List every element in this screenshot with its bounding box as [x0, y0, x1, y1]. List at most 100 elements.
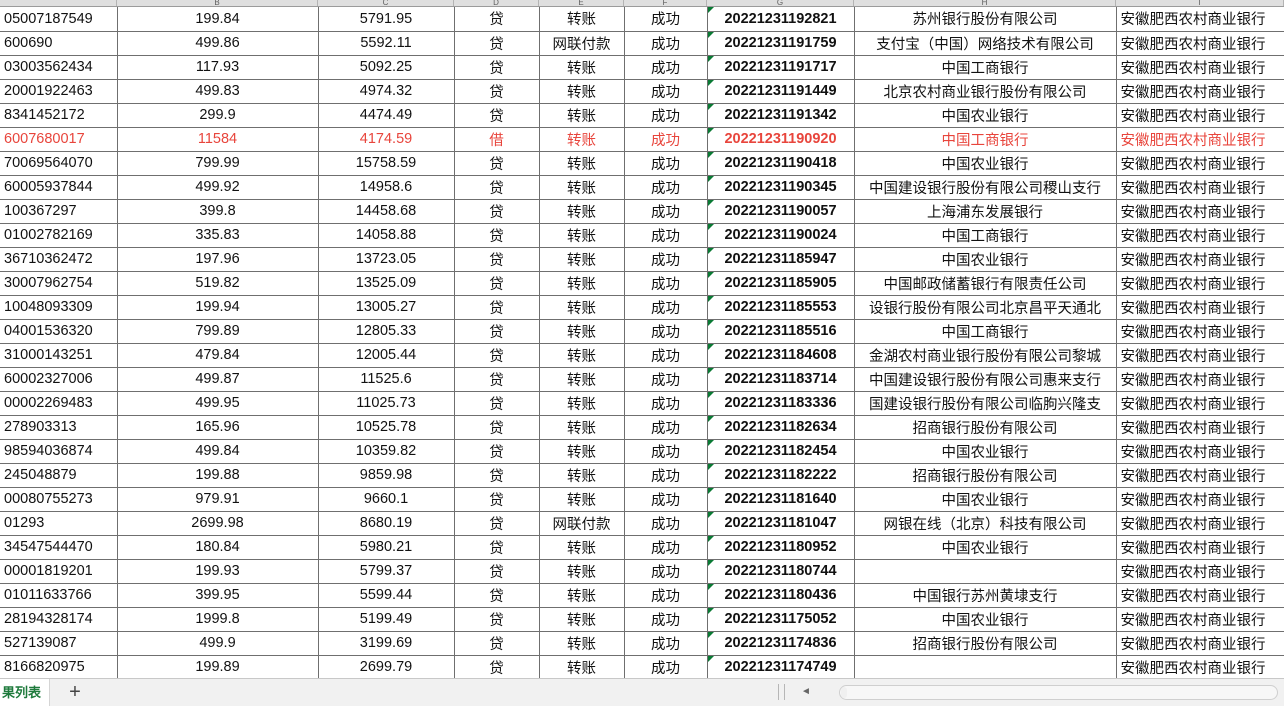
account-balance-cell[interactable]: 10525.78 — [318, 415, 455, 440]
account-balance-cell[interactable]: 4474.49 — [318, 103, 455, 128]
own-bank-cell[interactable]: 安徽肥西农村商业银行 — [1116, 247, 1284, 272]
transaction-type-cell[interactable]: 转账 — [539, 343, 625, 368]
transaction-time-cell[interactable]: 20221231182634 — [707, 415, 855, 440]
transaction-status-cell[interactable]: 成功 — [624, 535, 708, 560]
own-bank-cell[interactable]: 安徽肥西农村商业银行 — [1116, 487, 1284, 512]
transaction-type-cell[interactable]: 转账 — [539, 103, 625, 128]
debit-credit-flag-cell[interactable]: 借 — [454, 127, 540, 152]
transaction-amount-cell[interactable]: 199.89 — [117, 655, 319, 678]
debit-credit-flag-cell[interactable]: 贷 — [454, 79, 540, 104]
transaction-status-cell[interactable]: 成功 — [624, 7, 708, 32]
debit-credit-flag-cell[interactable]: 贷 — [454, 151, 540, 176]
transaction-amount-cell[interactable]: 117.93 — [117, 55, 319, 80]
own-bank-cell[interactable]: 安徽肥西农村商业银行 — [1116, 367, 1284, 392]
account-balance-cell[interactable]: 9859.98 — [318, 463, 455, 488]
transaction-amount-cell[interactable]: 399.8 — [117, 199, 319, 224]
account-balance-cell[interactable]: 5092.25 — [318, 55, 455, 80]
counterparty-bank-cell[interactable]: 中国工商银行 — [854, 127, 1117, 152]
account-balance-cell[interactable]: 9660.1 — [318, 487, 455, 512]
transaction-time-cell[interactable]: 20221231180952 — [707, 535, 855, 560]
counterparty-bank-cell[interactable]: 招商银行股份有限公司 — [854, 631, 1117, 656]
transaction-time-cell[interactable]: 20221231190418 — [707, 151, 855, 176]
own-bank-cell[interactable]: 安徽肥西农村商业银行 — [1116, 7, 1284, 32]
transaction-amount-cell[interactable]: 2699.98 — [117, 511, 319, 536]
transactions-table[interactable]: 05007187549 199.84 5791.95 贷转账 成功 20221231192… — [0, 7, 1284, 678]
counterparty-bank-cell[interactable]: 网银在线（北京）科技有限公司 — [854, 511, 1117, 536]
transaction-type-cell[interactable]: 转账 — [539, 607, 625, 632]
counterparty-bank-cell[interactable] — [854, 655, 1117, 678]
transaction-status-cell[interactable]: 成功 — [624, 367, 708, 392]
own-bank-cell[interactable]: 安徽肥西农村商业银行 — [1116, 79, 1284, 104]
transaction-time-cell[interactable]: 20221231174836 — [707, 631, 855, 656]
transaction-time-cell[interactable]: 20221231191717 — [707, 55, 855, 80]
own-bank-cell[interactable]: 安徽肥西农村商业银行 — [1116, 31, 1284, 56]
debit-credit-flag-cell[interactable]: 贷 — [454, 439, 540, 464]
table-row[interactable]: 98594036874 499.84 10359.82 贷转账 成功 2022123118… — [0, 439, 1284, 464]
transaction-type-cell[interactable]: 转账 — [539, 127, 625, 152]
transaction-amount-cell[interactable]: 499.86 — [117, 31, 319, 56]
transaction-amount-cell[interactable]: 299.9 — [117, 103, 319, 128]
transaction-type-cell[interactable]: 转账 — [539, 487, 625, 512]
add-sheet-button[interactable]: + — [69, 681, 81, 703]
table-row[interactable]: 245048879 199.88 9859.98 贷转账 成功 2022123118222… — [0, 463, 1284, 488]
transaction-time-cell[interactable]: 20221231192821 — [707, 7, 855, 32]
own-bank-cell[interactable]: 安徽肥西农村商业银行 — [1116, 319, 1284, 344]
transaction-amount-cell[interactable]: 199.94 — [117, 295, 319, 320]
transaction-type-cell[interactable]: 转账 — [539, 631, 625, 656]
account-balance-cell[interactable]: 5791.95 — [318, 7, 455, 32]
transaction-type-cell[interactable]: 转账 — [539, 415, 625, 440]
transaction-time-cell[interactable]: 20221231185516 — [707, 319, 855, 344]
own-bank-cell[interactable]: 安徽肥西农村商业银行 — [1116, 655, 1284, 678]
debit-credit-flag-cell[interactable]: 贷 — [454, 631, 540, 656]
transaction-time-cell[interactable]: 20221231183336 — [707, 391, 855, 416]
transaction-amount-cell[interactable]: 399.95 — [117, 583, 319, 608]
own-bank-cell[interactable]: 安徽肥西农村商业银行 — [1116, 55, 1284, 80]
debit-credit-flag-cell[interactable]: 贷 — [454, 535, 540, 560]
account-number-cell[interactable]: 527139087 — [0, 631, 118, 656]
counterparty-bank-cell[interactable]: 北京农村商业银行股份有限公司 — [854, 79, 1117, 104]
own-bank-cell[interactable]: 安徽肥西农村商业银行 — [1116, 127, 1284, 152]
table-row[interactable]: 70069564070 799.99 15758.59 贷转账 成功 2022123119… — [0, 151, 1284, 176]
transaction-type-cell[interactable]: 转账 — [539, 463, 625, 488]
own-bank-cell[interactable]: 安徽肥西农村商业银行 — [1116, 631, 1284, 656]
counterparty-bank-cell[interactable] — [854, 559, 1117, 584]
account-number-cell[interactable]: 10048093309 — [0, 295, 118, 320]
transaction-amount-cell[interactable]: 799.99 — [117, 151, 319, 176]
transaction-amount-cell[interactable]: 335.83 — [117, 223, 319, 248]
account-number-cell[interactable]: 600690 — [0, 31, 118, 56]
account-balance-cell[interactable]: 4174.59 — [318, 127, 455, 152]
account-number-cell[interactable]: 8166820975 — [0, 655, 118, 678]
account-number-cell[interactable]: 36710362472 — [0, 247, 118, 272]
counterparty-bank-cell[interactable]: 中国邮政储蓄银行有限责任公司 — [854, 271, 1117, 296]
transaction-status-cell[interactable]: 成功 — [624, 151, 708, 176]
counterparty-bank-cell[interactable]: 中国农业银行 — [854, 439, 1117, 464]
transaction-amount-cell[interactable]: 165.96 — [117, 415, 319, 440]
transaction-time-cell[interactable]: 20221231181640 — [707, 487, 855, 512]
transaction-type-cell[interactable]: 转账 — [539, 151, 625, 176]
counterparty-bank-cell[interactable]: 中国农业银行 — [854, 247, 1117, 272]
table-row[interactable]: 527139087 499.9 3199.69 贷转账 成功 20221231174836… — [0, 631, 1284, 656]
transaction-amount-cell[interactable]: 197.96 — [117, 247, 319, 272]
transaction-status-cell[interactable]: 成功 — [624, 199, 708, 224]
transaction-time-cell[interactable]: 20221231175052 — [707, 607, 855, 632]
transaction-type-cell[interactable]: 网联付款 — [539, 511, 625, 536]
transaction-status-cell[interactable]: 成功 — [624, 343, 708, 368]
account-number-cell[interactable]: 60005937844 — [0, 175, 118, 200]
account-number-cell[interactable]: 20001922463 — [0, 79, 118, 104]
table-row[interactable]: 31000143251 479.84 12005.44 贷转账 成功 2022123118… — [0, 343, 1284, 368]
transaction-time-cell[interactable]: 20221231191759 — [707, 31, 855, 56]
account-number-cell[interactable]: 245048879 — [0, 463, 118, 488]
counterparty-bank-cell[interactable]: 金湖农村商业银行股份有限公司黎城 — [854, 343, 1117, 368]
debit-credit-flag-cell[interactable]: 贷 — [454, 199, 540, 224]
transaction-time-cell[interactable]: 20221231190024 — [707, 223, 855, 248]
table-row[interactable]: 04001536320 799.89 12805.33 贷转账 成功 2022123118… — [0, 319, 1284, 344]
account-balance-cell[interactable]: 5199.49 — [318, 607, 455, 632]
transaction-amount-cell[interactable]: 499.83 — [117, 79, 319, 104]
counterparty-bank-cell[interactable]: 招商银行股份有限公司 — [854, 415, 1117, 440]
horizontal-scroll-zone[interactable]: ◄ — [754, 679, 1284, 706]
table-row[interactable]: 8341452172 299.9 4474.49 贷转账 成功 2022123119134… — [0, 103, 1284, 128]
transaction-status-cell[interactable]: 成功 — [624, 559, 708, 584]
account-balance-cell[interactable]: 15758.59 — [318, 151, 455, 176]
own-bank-cell[interactable]: 安徽肥西农村商业银行 — [1116, 151, 1284, 176]
